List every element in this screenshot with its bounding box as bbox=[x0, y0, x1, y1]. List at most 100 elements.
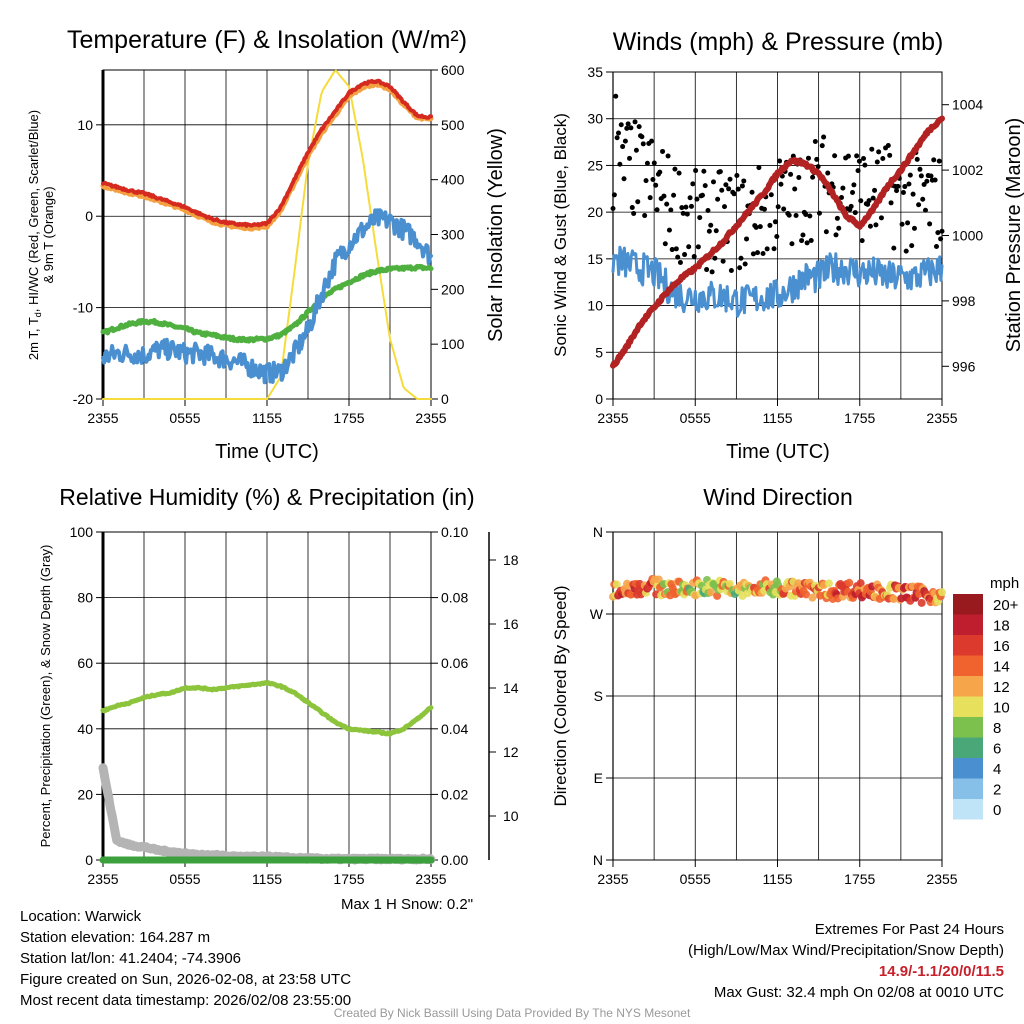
y2-tick-label: 0.08 bbox=[441, 590, 468, 606]
gust-point bbox=[629, 205, 635, 211]
gust-point bbox=[771, 246, 777, 252]
x-tick-label: 2355 bbox=[415, 410, 446, 426]
gust-point bbox=[910, 191, 916, 197]
gust-point bbox=[757, 224, 763, 230]
y2-tick-label: 0.02 bbox=[441, 786, 468, 802]
y-tick-label: 25 bbox=[587, 157, 603, 173]
gust-point bbox=[768, 192, 774, 198]
extremes-info: Extremes For Past 24 Hours (High/Low/Max… bbox=[688, 919, 1004, 1003]
gust-point bbox=[687, 195, 693, 201]
gust-point bbox=[803, 211, 809, 217]
y-tick-label: 10 bbox=[587, 298, 603, 314]
gust-point bbox=[651, 160, 657, 166]
temp-ylabel-left: 2m T, Td, HI/WC (Red, Green, Scarlet/Blu… bbox=[26, 110, 43, 360]
legend-label: 2 bbox=[993, 782, 1001, 799]
gust-point bbox=[694, 196, 700, 202]
gust-point bbox=[862, 162, 868, 168]
x-tick-label: 2355 bbox=[926, 871, 957, 887]
legend-swatch bbox=[953, 676, 983, 697]
gust-point bbox=[859, 238, 865, 244]
gust-point bbox=[933, 244, 939, 250]
wind-chill-line bbox=[101, 208, 433, 385]
gust-point bbox=[836, 225, 842, 231]
wind-xlabel: Time (UTC) bbox=[726, 441, 830, 463]
gust-point bbox=[676, 170, 682, 176]
x-tick-label: 2355 bbox=[597, 871, 628, 887]
elevation: Station elevation: 164.287 m bbox=[20, 929, 211, 946]
gust-point bbox=[665, 153, 671, 159]
wind-ylabel-left: Sonic Wind & Gust (Blue, Black) bbox=[551, 113, 570, 357]
temp-ylabel-left-2: & 9m T (Orange) bbox=[41, 186, 56, 283]
gust-point bbox=[621, 176, 627, 182]
gust-point bbox=[728, 268, 734, 274]
rh-ylabel-left: Percent, Precipitation (Green), & Snow D… bbox=[38, 545, 53, 848]
gust-point bbox=[713, 228, 719, 234]
gust-point bbox=[821, 134, 827, 140]
gust-point bbox=[873, 222, 879, 228]
gust-point bbox=[642, 213, 648, 219]
gust-point bbox=[928, 173, 934, 179]
pressure-line bbox=[610, 115, 945, 369]
gust-point bbox=[709, 269, 715, 275]
y-tick-label: 0 bbox=[85, 852, 93, 868]
gust-point bbox=[777, 158, 783, 164]
y2-tick-label: 998 bbox=[952, 293, 976, 309]
x-tick-label: 1155 bbox=[762, 871, 792, 887]
gust-point bbox=[682, 252, 688, 258]
gust-point bbox=[918, 173, 924, 179]
gust-point bbox=[810, 174, 816, 180]
x-tick-label: 2355 bbox=[415, 871, 446, 887]
dir-panel-title: Wind Direction bbox=[703, 484, 853, 510]
gust-point bbox=[756, 165, 762, 171]
y2-tick-label: 400 bbox=[441, 172, 465, 188]
gust-point bbox=[764, 246, 770, 252]
gust-point bbox=[825, 170, 831, 176]
gust-point bbox=[774, 233, 780, 239]
gust-point bbox=[909, 243, 915, 249]
gust-point bbox=[885, 142, 891, 148]
x-tick-label: 2355 bbox=[87, 871, 118, 887]
gust-point bbox=[804, 240, 810, 246]
gust-point bbox=[691, 253, 697, 259]
y-tick-label: 35 bbox=[587, 64, 603, 80]
snow-axis-tick-label: 10 bbox=[503, 808, 519, 824]
gust-point bbox=[737, 265, 743, 271]
gust-point bbox=[669, 247, 675, 253]
gust-point bbox=[723, 182, 729, 188]
gust-point bbox=[772, 219, 778, 225]
rh-line bbox=[100, 680, 434, 737]
gust-point bbox=[834, 215, 840, 221]
gust-point bbox=[664, 201, 670, 207]
legend-label: 8 bbox=[993, 720, 1001, 737]
gust-point bbox=[624, 125, 630, 131]
gust-point bbox=[900, 190, 906, 196]
gust-point bbox=[856, 158, 862, 164]
y-tick-label: 100 bbox=[70, 524, 94, 540]
gust-point bbox=[660, 148, 666, 154]
gust-point bbox=[905, 220, 911, 226]
gust-point bbox=[627, 155, 633, 161]
legend-label: 20+ bbox=[993, 597, 1019, 614]
gust-point bbox=[738, 255, 744, 261]
gust-point bbox=[840, 185, 846, 191]
lat-lon: Station lat/lon: 41.2404; -74.3906 bbox=[20, 950, 242, 967]
wind-speed-line bbox=[611, 245, 944, 318]
gust-point bbox=[614, 135, 620, 141]
gust-point bbox=[611, 192, 617, 198]
gust-point bbox=[887, 152, 893, 158]
gust-point bbox=[613, 93, 619, 99]
gust-point bbox=[935, 230, 941, 236]
y-tick-label: 40 bbox=[77, 721, 93, 737]
legend-swatch bbox=[953, 758, 983, 779]
direction-point bbox=[824, 579, 833, 588]
y2-tick-label: 0.06 bbox=[441, 655, 468, 671]
gust-point bbox=[888, 200, 894, 206]
gust-point bbox=[936, 158, 942, 164]
legend-swatch bbox=[953, 594, 983, 615]
credit: Created By Nick Bassill Using Data Provi… bbox=[333, 1006, 691, 1020]
gust-point bbox=[633, 147, 639, 153]
gust-point bbox=[647, 195, 653, 201]
y-tick-label: 80 bbox=[77, 590, 93, 606]
y2-tick-label: 0.04 bbox=[441, 721, 468, 737]
x-tick-label: 1755 bbox=[844, 871, 875, 887]
